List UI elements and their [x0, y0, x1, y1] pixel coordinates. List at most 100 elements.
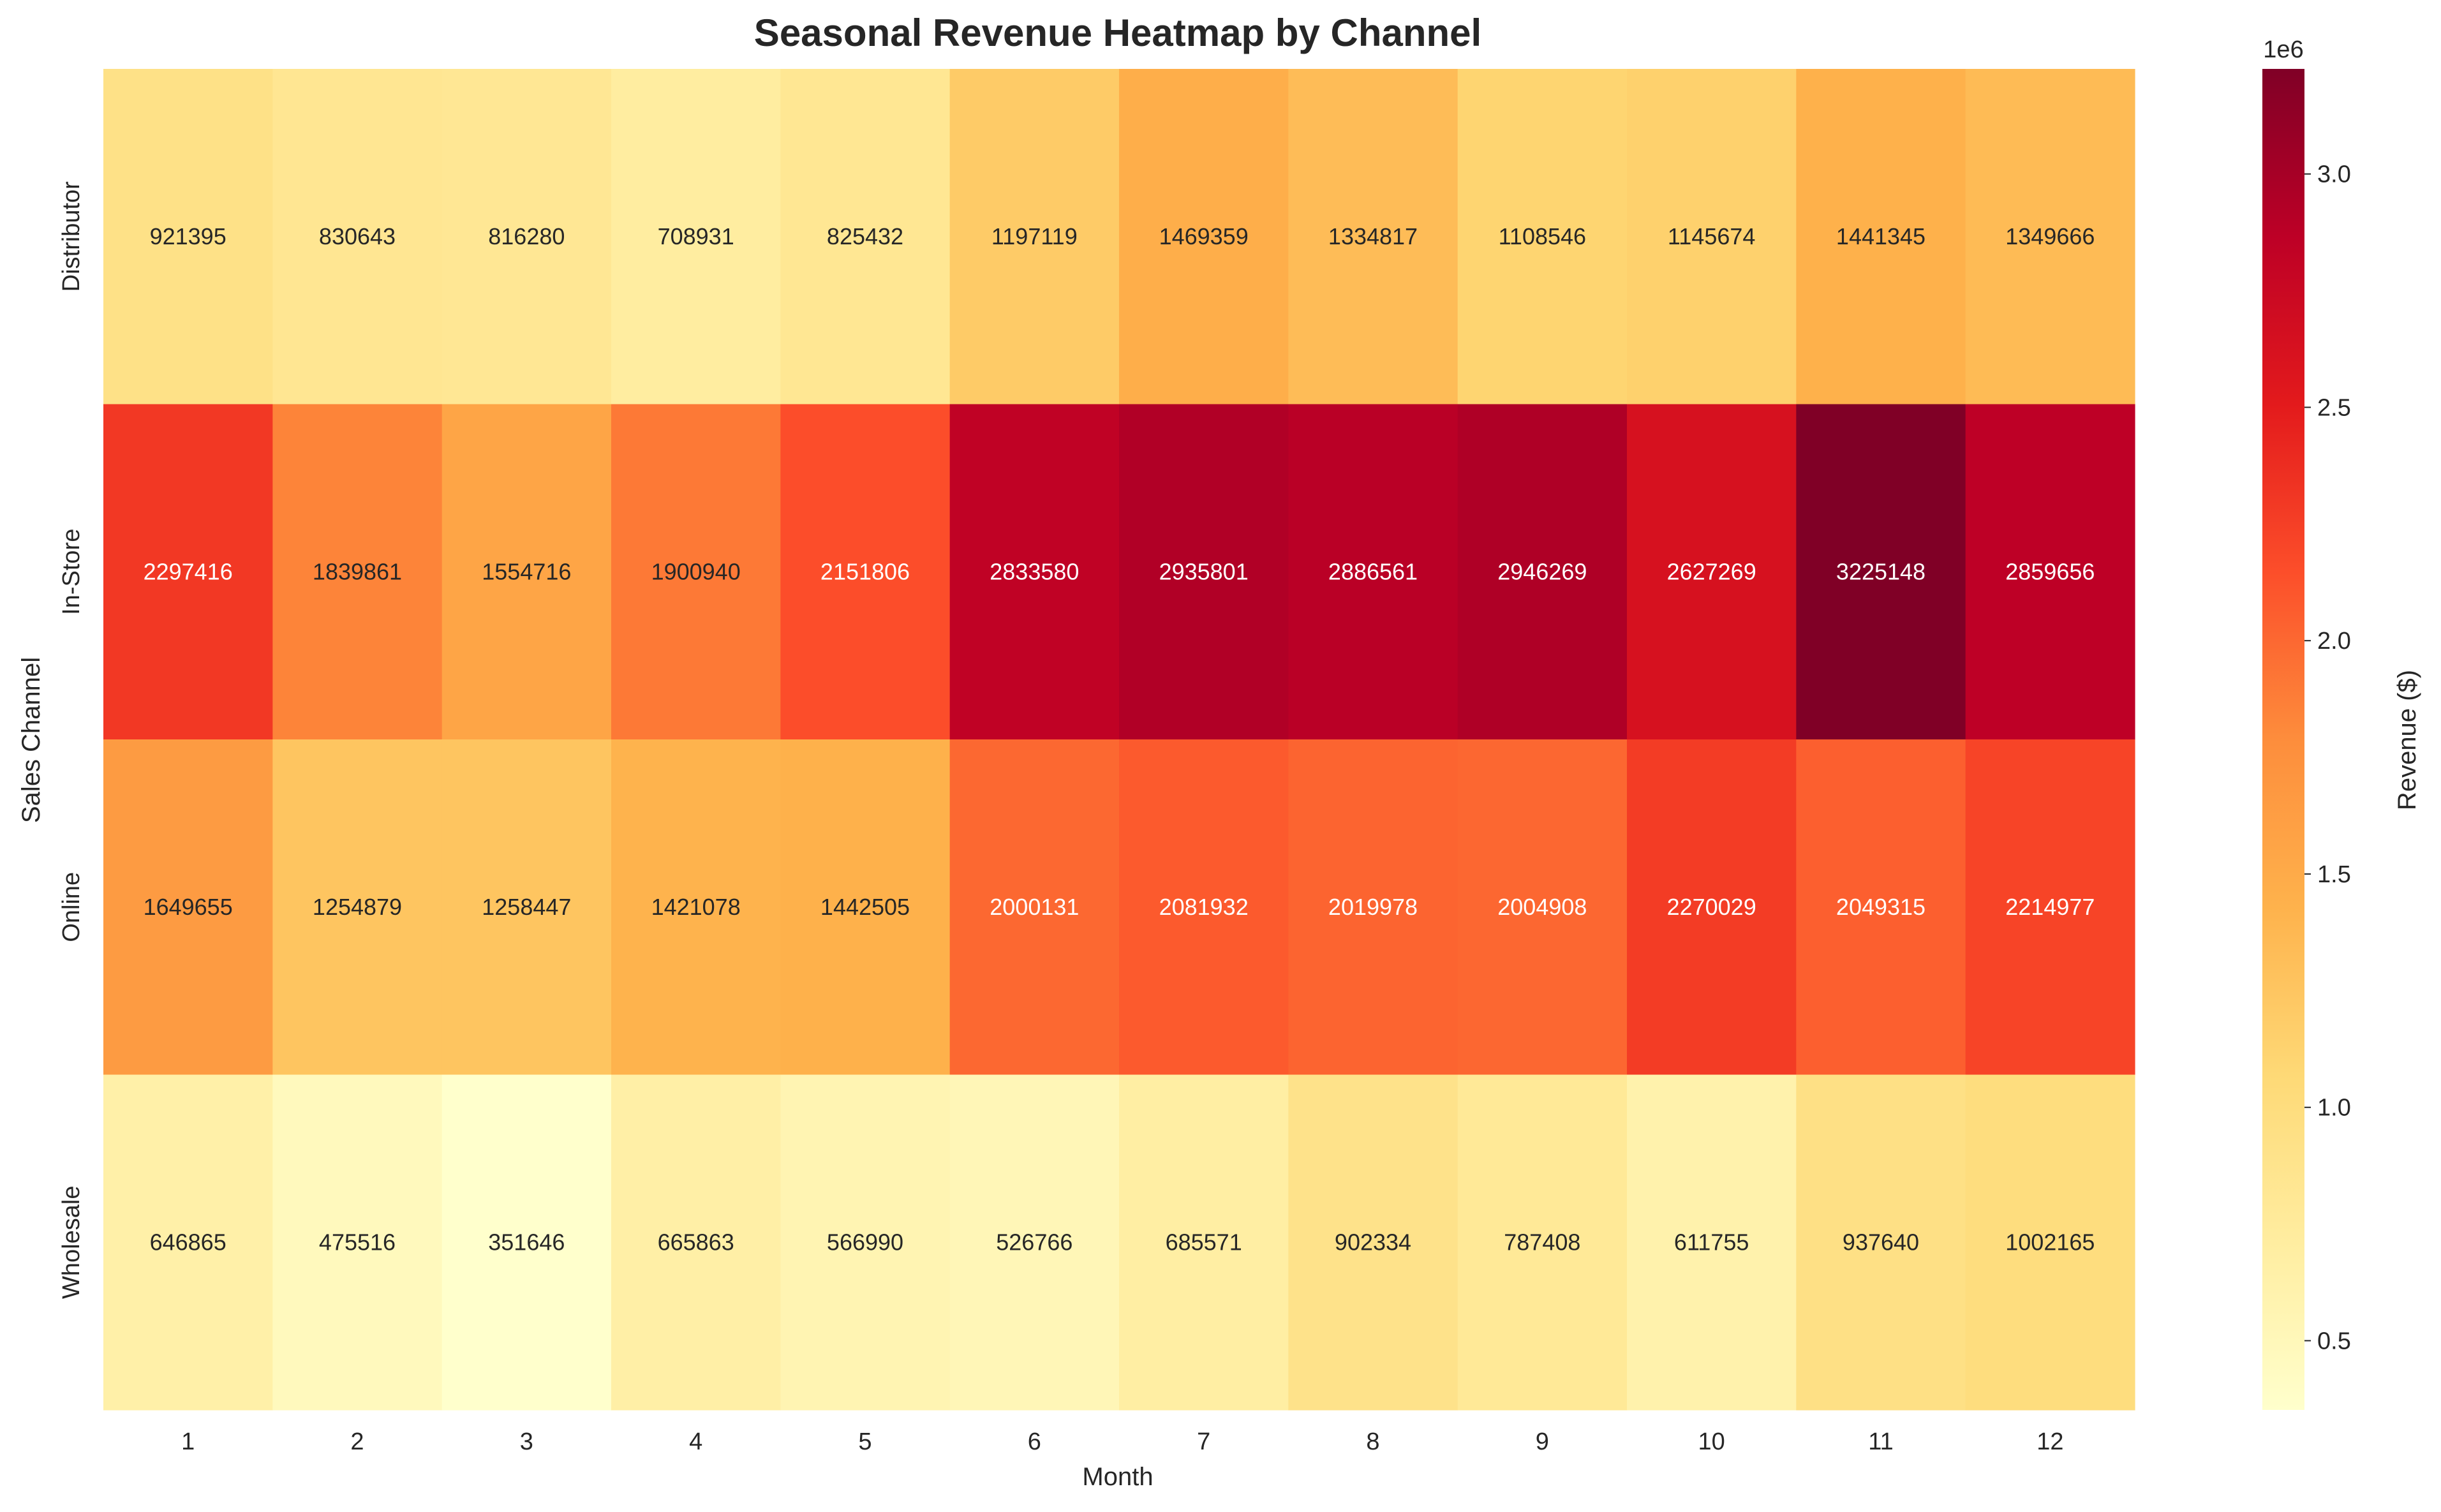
heatmap-cell	[949, 69, 1120, 405]
heatmap-cell	[780, 69, 951, 405]
heatmap-cell	[780, 404, 951, 740]
x-tick-label: 5	[858, 1428, 872, 1455]
heatmap-cell	[1288, 739, 1458, 1076]
heatmap-cell	[1457, 404, 1628, 740]
heatmap-cell	[1288, 1074, 1458, 1411]
x-tick-label: 11	[1868, 1428, 1893, 1455]
heatmap-cell	[1796, 404, 1966, 740]
colorbar-gradient	[2262, 69, 2304, 1410]
cell-value-label: 1258447	[482, 894, 571, 920]
heatmap-cell	[1457, 69, 1628, 405]
heatmap-cell	[949, 404, 1120, 740]
heatmap-cell	[611, 69, 781, 405]
cell-value-label: 825432	[827, 223, 903, 249]
heatmap-cell	[441, 739, 612, 1076]
heatmap-cell	[1119, 739, 1289, 1076]
x-tick-label: 9	[1536, 1428, 1549, 1455]
heatmap-cell	[1627, 69, 1797, 405]
x-tick-label: 1	[181, 1428, 195, 1455]
x-tick-label: 2	[350, 1428, 364, 1455]
cell-value-label: 2886561	[1328, 558, 1418, 584]
colorbar-tick-label: 1.5	[2317, 861, 2351, 888]
cell-value-label: 566990	[827, 1229, 903, 1255]
x-tick-label: 12	[2037, 1428, 2063, 1455]
heatmap-cell	[272, 69, 443, 405]
cell-value-label: 1108546	[1499, 223, 1586, 249]
cell-value-label: 937640	[1843, 1229, 1919, 1255]
y-tick-label: In-Store	[58, 529, 85, 615]
heatmap-cell	[1796, 739, 1966, 1076]
cell-value-label: 708931	[658, 223, 734, 249]
cell-value-label: 685571	[1166, 1229, 1242, 1255]
heatmap-cell	[103, 1074, 273, 1411]
heatmap-cell	[1119, 1074, 1289, 1411]
cell-value-label: 475516	[319, 1229, 396, 1255]
colorbar-tick-label: 3.0	[2317, 161, 2351, 188]
heatmap-cell	[1288, 69, 1458, 405]
cell-value-label: 1254879	[313, 894, 402, 920]
cell-value-label: 2151806	[820, 558, 910, 584]
cell-value-label: 816280	[488, 223, 565, 249]
cell-value-label: 2833580	[990, 558, 1079, 584]
heatmap-cell	[1965, 739, 2135, 1076]
cell-value-label: 2081932	[1159, 894, 1249, 920]
cell-value-label: 2019978	[1328, 894, 1418, 920]
heatmap-cell	[1119, 404, 1289, 740]
heatmap-cell	[1965, 69, 2135, 405]
heatmap-cell	[780, 1074, 951, 1411]
cell-value-label: 1441345	[1836, 223, 1925, 249]
x-tick-label: 6	[1028, 1428, 1041, 1455]
x-tick-label: 10	[1698, 1428, 1725, 1455]
cell-value-label: 646865	[150, 1229, 226, 1255]
x-tick-label: 4	[689, 1428, 702, 1455]
y-tick-labels: Distributor In-Store Online Wholesale	[58, 181, 85, 1299]
cell-value-label: 2214977	[2005, 894, 2095, 920]
heatmap-cell	[103, 739, 273, 1076]
heatmap-cell	[1627, 404, 1797, 740]
colorbar-ticks: 0.5 1.0 1.5 2.0 2.5 3.0	[2304, 161, 2351, 1354]
cell-value-label: 921395	[150, 223, 226, 249]
cell-value-label: 1002165	[2005, 1229, 2095, 1255]
colorbar-offset-label: 1e6	[2263, 36, 2303, 63]
x-tick-label: 8	[1366, 1428, 1379, 1455]
cell-value-label: 1349666	[2005, 223, 2095, 249]
cell-value-label: 3225148	[1836, 558, 1925, 584]
x-tick-label: 3	[520, 1428, 533, 1455]
heatmap-cell	[103, 404, 273, 740]
cell-value-label: 1334817	[1328, 223, 1418, 249]
colorbar-tick-label: 2.5	[2317, 394, 2351, 421]
heatmap-cell	[441, 1074, 612, 1411]
cell-value-label: 351646	[488, 1229, 565, 1255]
heatmap-cell	[611, 1074, 781, 1411]
heatmap-cell	[780, 739, 951, 1076]
x-tick-labels: 1 2 3 4 5 6 7 8 9 10 11 12	[181, 1428, 2063, 1455]
heatmap-cell	[441, 69, 612, 405]
colorbar-tick-label: 2.0	[2317, 628, 2351, 655]
y-tick-label: Online	[58, 872, 85, 942]
cell-value-label: 1649655	[144, 894, 233, 920]
cell-value-label: 2000131	[990, 894, 1079, 920]
heatmap-cell	[1965, 1074, 2135, 1411]
heatmap-cell	[611, 739, 781, 1076]
chart-title: Seasonal Revenue Heatmap by Channel	[754, 11, 1481, 54]
heatmap-cell	[611, 404, 781, 740]
heatmap-cell	[1457, 739, 1628, 1076]
cell-value-label: 902334	[1335, 1229, 1411, 1255]
heatmap-cell	[1627, 1074, 1797, 1411]
cell-value-label: 2859656	[2005, 558, 2095, 584]
heatmap-cell	[1457, 1074, 1628, 1411]
cell-value-label: 2297416	[144, 558, 233, 584]
y-tick-label: Wholesale	[58, 1186, 85, 1299]
cell-value-label: 1469359	[1159, 223, 1249, 249]
heatmap-cell	[949, 1074, 1120, 1411]
cell-value-label: 1421078	[651, 894, 741, 920]
heatmap-cell	[949, 739, 1120, 1076]
cell-value-label: 2004908	[1497, 894, 1587, 920]
heatmap-cell	[103, 69, 273, 405]
cell-value-label: 2270029	[1667, 894, 1756, 920]
heatmap-cells: 921395 830643 816280 708931 825432 1197119 146…	[103, 69, 2135, 1411]
heatmap-cell	[1796, 1074, 1966, 1411]
cell-value-label: 1197119	[991, 223, 1078, 249]
cell-value-label: 1554716	[482, 558, 571, 584]
